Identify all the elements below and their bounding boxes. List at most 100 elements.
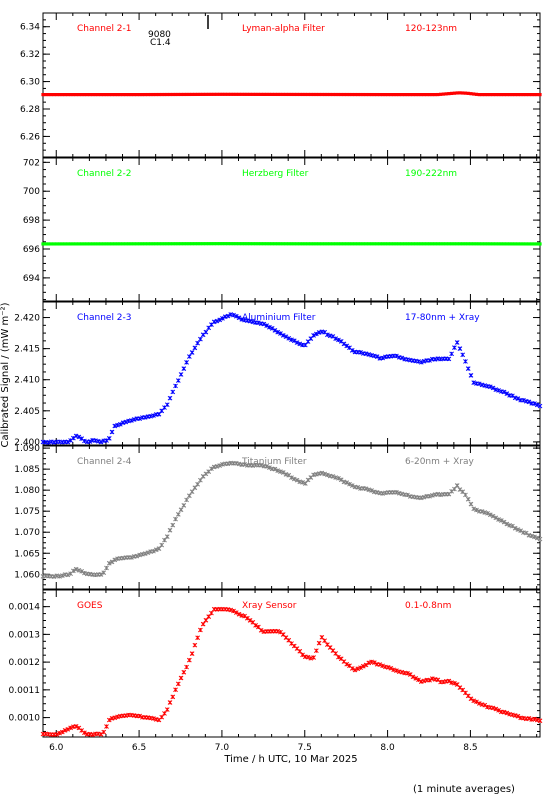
data-point (355, 666, 361, 672)
data-point (535, 93, 539, 97)
data-point (381, 92, 385, 97)
data-point (325, 92, 329, 97)
data-point (480, 242, 484, 246)
data-point (380, 355, 385, 361)
data-point (349, 348, 355, 353)
data-point (272, 328, 278, 333)
data-point (110, 93, 114, 97)
data-point (179, 242, 183, 246)
data-point (422, 93, 426, 97)
data-point (454, 340, 460, 345)
data-point (516, 242, 520, 246)
data-point (474, 242, 479, 246)
data-point (57, 730, 62, 736)
data-point (98, 572, 104, 577)
data-point (256, 320, 261, 326)
data-point (231, 92, 236, 96)
data-point (320, 242, 324, 246)
data-point (181, 366, 187, 371)
data-point (516, 93, 520, 97)
data-point (115, 242, 120, 246)
data-point (259, 92, 263, 96)
data-point (159, 542, 165, 548)
data-point (532, 242, 537, 246)
data-point (178, 507, 184, 513)
data-point (356, 92, 360, 97)
data-point (214, 318, 220, 324)
data-point (170, 694, 176, 700)
data-point (289, 92, 294, 97)
data-point (154, 92, 158, 97)
data-point (292, 242, 296, 246)
panel-label: Channel 2-1 (77, 24, 132, 34)
data-point (151, 716, 156, 721)
data-point (265, 242, 269, 246)
data-point (129, 93, 133, 97)
data-point (196, 92, 200, 97)
data-point (46, 242, 51, 246)
data-point (258, 627, 264, 633)
data-point (471, 506, 477, 512)
data-point (173, 383, 178, 389)
data-point (485, 93, 490, 97)
data-point (121, 242, 125, 246)
data-point (215, 242, 219, 246)
data-point (57, 93, 62, 97)
data-point (367, 92, 371, 97)
data-point (345, 242, 349, 246)
data-point (124, 93, 128, 97)
data-point (488, 93, 492, 97)
data-point (187, 92, 191, 97)
data-point (164, 534, 170, 539)
data-point (289, 337, 294, 343)
data-point (55, 242, 59, 246)
data-point (392, 93, 396, 97)
data-point (88, 242, 92, 246)
data-point (143, 242, 147, 246)
data-point (316, 640, 322, 646)
data-point (403, 242, 407, 246)
data-point (207, 92, 211, 96)
data-point (168, 242, 172, 246)
data-point (505, 93, 509, 97)
data-point (173, 516, 178, 522)
data-point (225, 313, 231, 319)
data-point (203, 617, 209, 623)
data-point (60, 93, 64, 97)
y-tick-label: 6.34 (20, 23, 40, 33)
data-point (447, 242, 451, 246)
data-point (135, 242, 139, 246)
data-point (220, 242, 225, 246)
data-point (234, 242, 238, 246)
data-point (178, 372, 184, 377)
panels: 6.26 6.28 6.30 6.32 6.34 Channel 2-1 Lyman-alp… (9, 12, 543, 753)
data-point (322, 471, 327, 477)
y-tick-label: 0.0013 (9, 630, 41, 640)
data-point (323, 242, 327, 246)
data-point (248, 242, 252, 246)
data-point (483, 242, 487, 246)
data-point (305, 654, 311, 660)
data-point (450, 91, 454, 96)
data-point (132, 242, 136, 246)
data-point (71, 93, 75, 97)
data-point (220, 316, 225, 321)
data-point (515, 527, 521, 532)
data-point (394, 353, 399, 359)
data-point (278, 331, 283, 336)
panel-label: 120-123nm (405, 24, 457, 34)
data-point (287, 92, 291, 97)
data-point (280, 333, 286, 338)
data-point (452, 91, 457, 95)
data-point (493, 515, 499, 521)
data-point (465, 496, 471, 502)
data-point (320, 92, 324, 97)
panel-label: 190-222nm (405, 169, 457, 179)
data-point (273, 92, 277, 97)
data-point (173, 687, 178, 693)
data-point (206, 614, 212, 619)
data-point (356, 242, 360, 246)
data-point (269, 326, 275, 331)
data-point (534, 535, 540, 541)
data-point (504, 521, 510, 527)
